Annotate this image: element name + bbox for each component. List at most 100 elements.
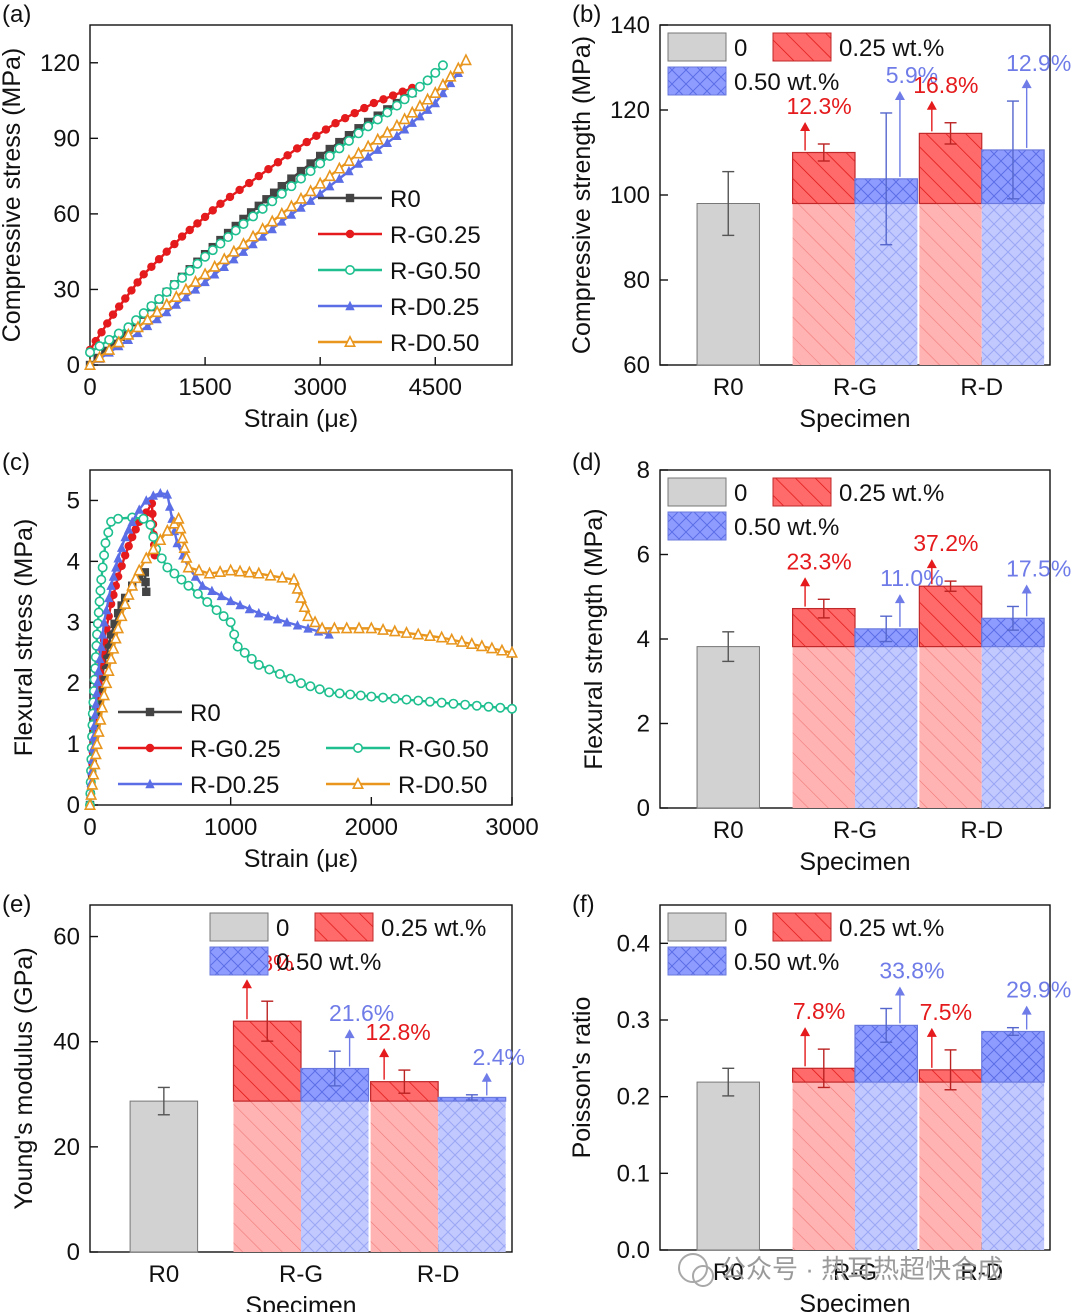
series-marker <box>131 320 144 333</box>
series-marker <box>465 637 478 650</box>
series-marker <box>141 312 154 325</box>
percent-label: 2.4% <box>473 1044 525 1070</box>
series-marker <box>238 246 249 256</box>
series-marker <box>369 98 379 108</box>
bar-base-segment <box>981 1082 1045 1250</box>
increase-arrowhead <box>1021 1005 1032 1015</box>
series-marker <box>244 603 255 614</box>
legend-swatch <box>209 912 269 942</box>
series-marker <box>377 622 390 635</box>
series-marker <box>422 75 433 86</box>
bar-R-G-0.50 wt.%: 21.6% <box>300 1000 394 1252</box>
series-marker <box>401 694 412 705</box>
series-marker <box>225 192 235 202</box>
series-marker <box>324 629 334 639</box>
y-tick-label: 0.1 <box>617 1160 650 1187</box>
x-tick-label: R-D <box>960 1259 1003 1286</box>
series-marker <box>103 527 114 538</box>
series-marker <box>148 490 158 500</box>
series-marker <box>344 165 354 176</box>
legend-swatch <box>667 511 727 541</box>
y-tick-label: 60 <box>53 201 80 228</box>
panel-label: (f) <box>572 891 595 918</box>
series-marker <box>495 643 508 656</box>
legend-label: R-D0.25 <box>390 294 479 321</box>
percent-label: 37.2% <box>913 530 978 556</box>
series-marker <box>334 173 345 183</box>
series-marker <box>145 707 155 717</box>
series-marker <box>274 669 285 680</box>
legend-label: 0.25 wt.% <box>839 35 944 62</box>
y-tick-label: 3 <box>67 609 80 636</box>
increase-arrowhead <box>344 1029 355 1039</box>
series-marker <box>407 117 417 127</box>
percent-label: 21.6% <box>329 1000 394 1026</box>
y-tick-label: 2 <box>67 670 80 697</box>
series-marker <box>266 214 279 227</box>
panel-a: (a) 0 30 60 90 120 Compressive stress (MPa) Str… <box>0 1 513 433</box>
series-marker <box>360 103 369 113</box>
series-marker <box>200 212 210 222</box>
series-marker <box>352 146 365 159</box>
series-marker <box>145 519 156 530</box>
x-tick-label: 2000 <box>345 814 398 841</box>
bar-R-G-0.25 wt.%: 7.8% <box>791 998 856 1250</box>
series-marker <box>162 562 173 573</box>
series-marker <box>305 681 316 692</box>
series-marker <box>116 542 127 552</box>
series-marker <box>104 640 113 649</box>
increase-arrowhead <box>1021 584 1032 594</box>
bar-base-segment <box>370 1101 439 1252</box>
series-marker <box>113 553 123 563</box>
series-marker <box>124 541 133 551</box>
percent-label: 23.3% <box>786 548 851 574</box>
increase-arrowhead <box>481 1072 492 1082</box>
legend-label: 0 <box>734 35 747 62</box>
bar-base-segment <box>792 1082 855 1250</box>
series-marker <box>371 132 384 145</box>
series-marker <box>345 193 355 203</box>
series-marker <box>109 631 122 644</box>
series-marker <box>312 131 321 141</box>
series-marker <box>309 615 322 628</box>
series-marker <box>85 347 96 358</box>
series-marker <box>245 178 254 188</box>
y-tick-label: 100 <box>610 182 650 209</box>
bar-R-G-0.50 wt.%: 11.0% <box>854 565 944 808</box>
series-marker <box>372 114 383 125</box>
series-marker <box>257 231 268 241</box>
series-marker <box>93 607 104 618</box>
percent-label: 7.5% <box>920 999 972 1025</box>
bar-base-segment <box>792 646 855 808</box>
series-marker <box>114 302 124 311</box>
series-marker <box>104 334 115 345</box>
legend-swatch <box>667 912 727 942</box>
series-marker <box>140 551 153 564</box>
panel-c: (c) 0 1 2 3 4 5 Flexural stress (MPa) Strain (με… <box>2 449 539 873</box>
series-marker <box>133 327 143 338</box>
series-marker <box>131 525 140 534</box>
series-marker <box>145 778 155 789</box>
series-marker <box>295 173 306 184</box>
series-marker <box>129 571 142 584</box>
panel-label: (e) <box>2 891 31 918</box>
y-tick-label: 1 <box>67 731 80 758</box>
series-marker <box>362 139 375 152</box>
bar-R-D-0.50 wt.%: 12.9% <box>981 50 1071 365</box>
series-marker <box>97 562 108 573</box>
series-marker <box>340 113 350 123</box>
series-marker <box>151 305 164 318</box>
x-tick-label: 0 <box>83 814 96 841</box>
series-marker <box>448 698 459 709</box>
y-tick-label: 0.0 <box>617 1237 650 1264</box>
series-marker <box>238 218 249 229</box>
series-marker <box>216 590 226 601</box>
panel-label: (c) <box>2 449 30 476</box>
series-marker <box>155 487 166 498</box>
series-marker <box>172 511 185 524</box>
bar-R-G-0.50 wt.%: 33.8% <box>854 958 945 1250</box>
panel-e: (e) 0 20 40 60 Young's modulus (GPa) Specimen R… <box>2 891 525 1312</box>
percent-label: 16.8% <box>913 72 978 98</box>
legend-label: 0 <box>734 915 747 942</box>
series-marker <box>414 81 425 92</box>
